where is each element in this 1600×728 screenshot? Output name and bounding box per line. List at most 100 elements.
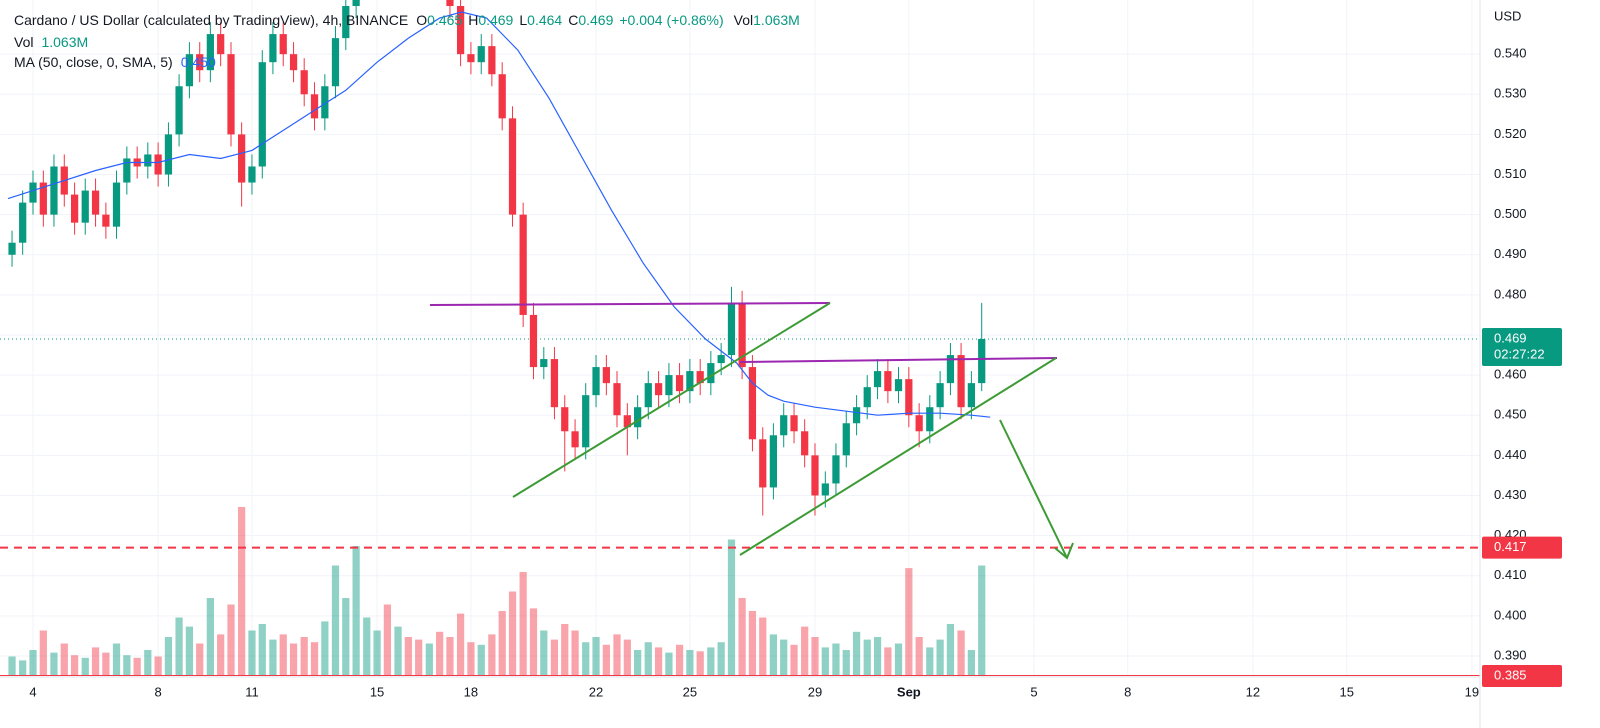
x-tick-label: 4 <box>29 684 36 699</box>
candle-body <box>884 371 892 392</box>
volume-bar <box>488 634 496 676</box>
candle-body <box>269 34 277 63</box>
volume-bar <box>154 656 162 676</box>
volume-bar <box>321 621 329 676</box>
candle-body <box>905 379 913 416</box>
y-tick-label: 0.450 <box>1494 407 1527 422</box>
candle-body <box>811 455 819 496</box>
candle-body <box>821 483 829 496</box>
candle-body <box>477 46 485 63</box>
candle-body <box>508 118 517 215</box>
forecast-arrow <box>999 419 1074 560</box>
volume-bar <box>540 630 548 676</box>
candle-body <box>164 134 173 175</box>
volume-bar <box>19 660 27 676</box>
volume-bar <box>696 651 704 676</box>
volume-bar <box>582 642 590 676</box>
candle-body <box>102 214 110 227</box>
candle-body <box>978 339 986 384</box>
volume-bar <box>915 637 923 676</box>
volume-bar <box>342 598 350 676</box>
volume-bar <box>759 617 767 676</box>
volume-bar <box>821 647 829 676</box>
volume-bar <box>144 650 152 676</box>
volume-bar <box>769 634 778 676</box>
candle-body <box>279 34 287 55</box>
candle-body <box>738 302 746 368</box>
volume-bar <box>811 637 819 676</box>
volume-bar <box>227 604 235 676</box>
drawings <box>429 302 1074 560</box>
volume-bar <box>665 652 673 676</box>
candles <box>8 0 986 516</box>
x-tick-label: 29 <box>808 684 822 699</box>
x-tick-label: 12 <box>1246 684 1260 699</box>
volume-bar <box>894 643 903 676</box>
trend-line <box>739 357 1057 556</box>
volume-bar <box>415 639 423 676</box>
volume-bar <box>623 639 631 676</box>
volume-bar <box>238 507 246 676</box>
volume-bar <box>112 643 121 676</box>
ohlc-key: C <box>568 12 578 28</box>
candle-body <box>780 415 788 436</box>
candle-body <box>801 431 809 456</box>
y-tick-label: 0.490 <box>1494 246 1527 261</box>
candle-body <box>759 439 767 488</box>
y-tick-label: 0.390 <box>1494 647 1527 662</box>
candle-body <box>842 423 850 456</box>
volume-bar <box>852 631 861 676</box>
candle-body <box>175 86 183 135</box>
volume-bar <box>780 639 788 676</box>
ma-value: 0.450 <box>181 54 216 70</box>
candle-body <box>29 182 37 203</box>
candle-body <box>206 34 214 71</box>
volume-bar <box>8 656 16 676</box>
volume-bar <box>394 626 402 676</box>
resistance-line <box>429 302 831 306</box>
volume-bar <box>404 637 412 676</box>
ohlc-key: L <box>519 12 527 28</box>
volume-bar <box>258 624 266 676</box>
candle-body <box>185 54 194 87</box>
candle-body <box>196 54 204 71</box>
candle-body <box>39 182 47 215</box>
x-tick-label: 22 <box>589 684 603 699</box>
candle-body <box>863 387 871 408</box>
candle-body <box>300 70 308 95</box>
candle-body <box>592 367 600 396</box>
volume-bar <box>978 565 986 676</box>
legend: Cardano / US Dollar (calculated by Tradi… <box>14 12 800 70</box>
ohlc-value: 0.464 <box>527 12 562 28</box>
candle-body <box>946 355 955 384</box>
moving-average <box>7 11 991 418</box>
candle-body <box>248 166 256 183</box>
candle-body <box>446 0 454 7</box>
resistance-line <box>739 357 1058 363</box>
volume-bar <box>383 604 392 676</box>
x-tick-label: Sep <box>897 684 921 699</box>
y-tick-label: 0.400 <box>1494 607 1527 622</box>
candle-body <box>873 371 882 388</box>
volume-bar <box>686 650 694 676</box>
volume-bar <box>790 644 798 676</box>
ohlc-key: O <box>416 12 427 28</box>
volume-bar <box>571 630 579 676</box>
volume-bar <box>373 630 381 676</box>
price-label: 0.417 <box>1494 539 1527 554</box>
volume-bar <box>425 643 433 676</box>
volume-bar <box>39 630 47 676</box>
volume-bar <box>550 639 559 676</box>
volume-bar <box>654 647 663 676</box>
volume-bar <box>957 630 965 676</box>
candle-body <box>936 383 944 408</box>
volume-bar <box>926 647 934 676</box>
x-tick-label: 19 <box>1465 684 1479 699</box>
candle-body <box>707 363 715 384</box>
candle-body <box>310 94 319 119</box>
candle-body <box>331 38 340 87</box>
volume-bar <box>310 642 319 676</box>
volume-bar <box>832 643 840 676</box>
ma-legend: MA (50, close, 0, SMA, 5) 0.450 <box>14 54 216 70</box>
